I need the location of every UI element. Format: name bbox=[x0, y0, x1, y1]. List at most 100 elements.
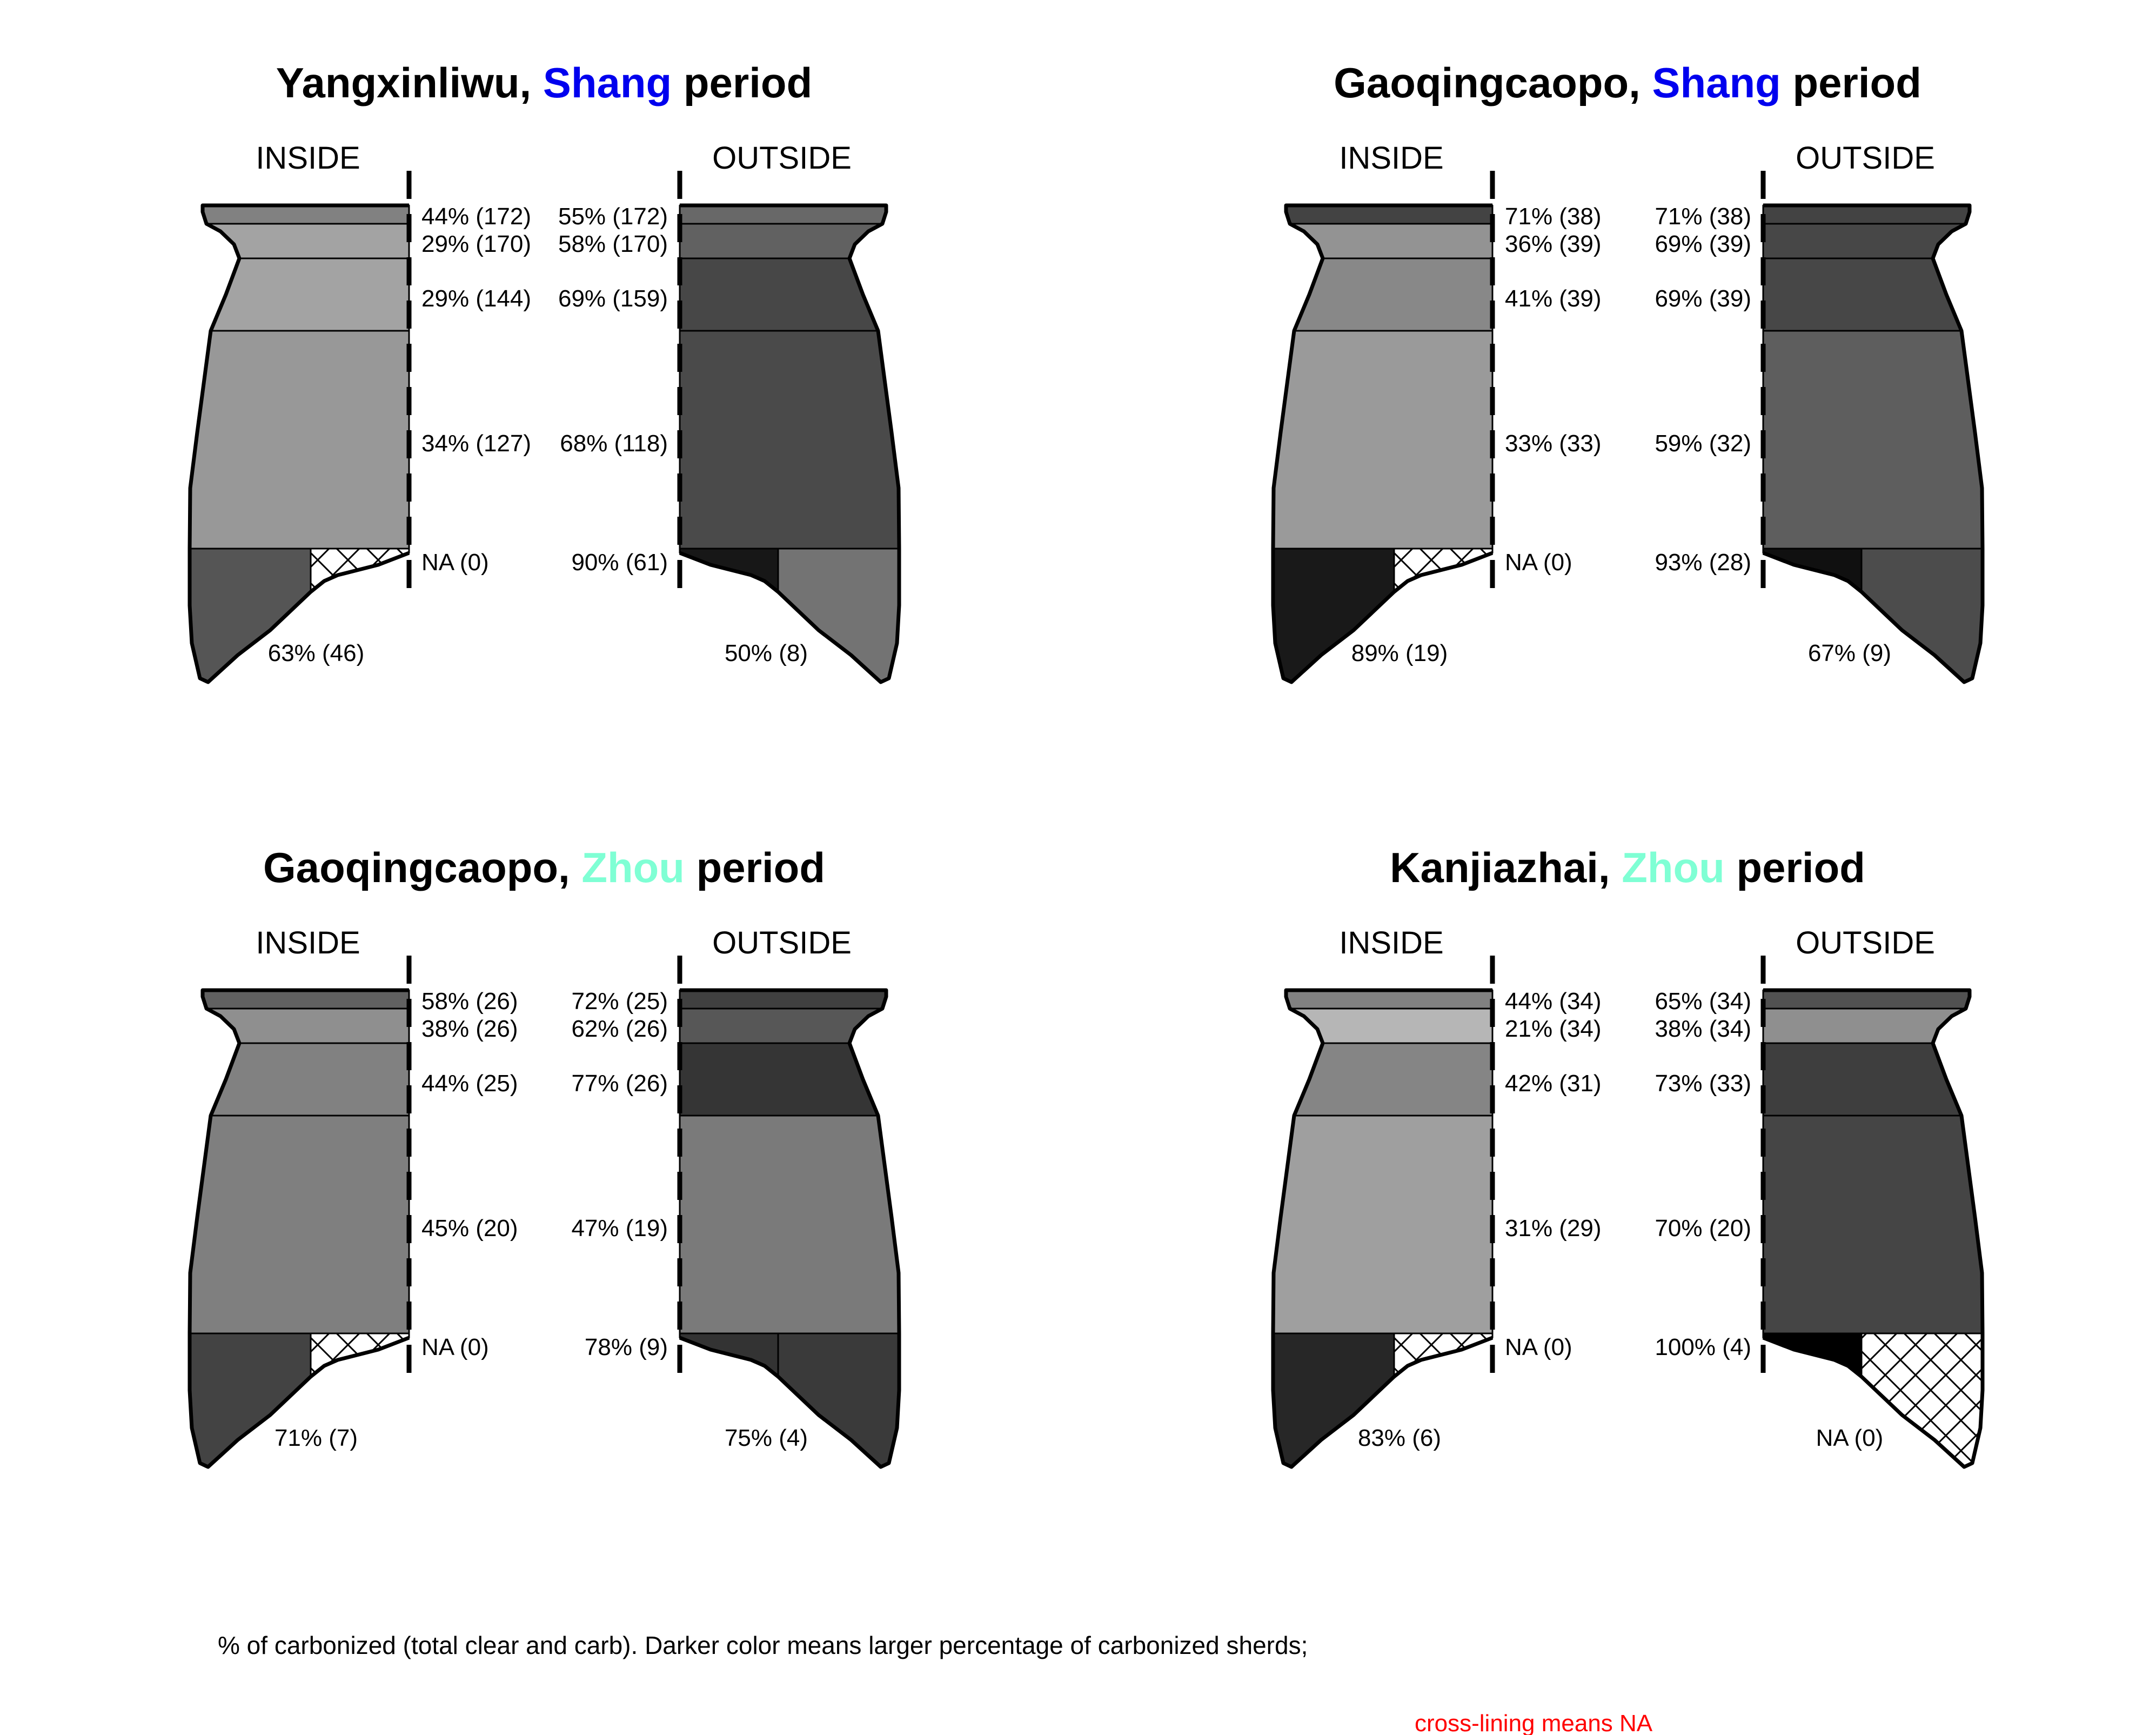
outside-label-rim-lip: 58% (170) bbox=[558, 231, 668, 257]
inside-segment-neck bbox=[1293, 1042, 1494, 1117]
panel-title-site: Gaoqingcaopo, bbox=[1334, 59, 1652, 106]
outside-segment-rim-top bbox=[679, 204, 887, 225]
panel-title: Yangxinliwu, Shang period bbox=[276, 59, 812, 106]
outside-header: OUTSIDE bbox=[712, 925, 852, 960]
outside-vessel-outline bbox=[679, 988, 901, 1469]
inside-label-body: 31% (29) bbox=[1505, 1215, 1602, 1242]
inside-label-base-inner: NA (0) bbox=[1505, 1334, 1572, 1360]
inside-half-vessel: 71% (38)36% (39) 41% (39) 33% (33) NA (0) 89… bbox=[1271, 203, 1602, 684]
inside-label-neck: 29% (144) bbox=[421, 285, 531, 312]
outside-label-rim-top: 72% (25) bbox=[571, 988, 668, 1015]
outside-label-base-foot: 75% (4) bbox=[725, 1425, 808, 1451]
panel-title-site: Gaoqingcaopo, bbox=[263, 844, 581, 891]
panel-title-site: Kanjiazhai, bbox=[1390, 844, 1622, 891]
outside-vessel-outline bbox=[1762, 203, 1985, 684]
outside-half-vessel: 71% (38)69% (39)69% (39)59% (32)93% (28)… bbox=[1655, 203, 1985, 684]
inside-label-base-foot: 83% (6) bbox=[1358, 1425, 1441, 1451]
outside-segment-neck bbox=[679, 257, 879, 332]
panel-title-period: Zhou bbox=[1622, 844, 1725, 891]
outside-segment-rim-top bbox=[1762, 989, 1971, 1010]
panel-title-suffix: period bbox=[685, 844, 825, 891]
panel-2: Gaoqingcaopo, Shang period INSIDE OUTSIDE 7… bbox=[1271, 59, 1985, 684]
inside-label-rim-top: 58% (26) bbox=[421, 988, 518, 1015]
inside-segment-body bbox=[189, 1115, 410, 1334]
outside-label-body: 59% (32) bbox=[1655, 430, 1751, 457]
inside-label-rim-top: 44% (34) bbox=[1505, 988, 1602, 1015]
inside-label-base-inner: NA (0) bbox=[421, 1334, 489, 1360]
outside-segment-rim-top bbox=[679, 989, 887, 1010]
outside-half-vessel: 65% (34)38% (34) 73% (33) 70% (20) 100% (4)… bbox=[1655, 988, 1985, 1469]
panel-title: Gaoqingcaopo, Shang period bbox=[1334, 59, 1921, 106]
inside-segment-neck bbox=[1293, 257, 1494, 332]
inside-label-body: 33% (33) bbox=[1505, 430, 1602, 457]
outside-segment-body bbox=[679, 330, 900, 550]
panel-title-period: Shang bbox=[543, 59, 672, 106]
outside-half-vessel: 55% (172)58% (170) 69% (159) 68% (118) 90% … bbox=[558, 203, 901, 684]
inside-label-base-foot: 63% (46) bbox=[268, 640, 365, 666]
inside-vessel-outline bbox=[188, 203, 410, 684]
outside-segment-neck bbox=[1762, 257, 1963, 332]
inside-half-vessel: 44% (172)29% (170) 29% (144) 34% (127) NA (… bbox=[188, 203, 531, 684]
outside-label-body: 68% (118) bbox=[560, 430, 668, 457]
inside-segment-rim-top bbox=[1285, 989, 1494, 1010]
inside-segment-rim-top bbox=[1285, 204, 1494, 225]
outside-label-neck: 73% (33) bbox=[1655, 1070, 1751, 1097]
inside-segment-rim-top bbox=[202, 204, 410, 225]
inside-label-rim-lip: 21% (34) bbox=[1505, 1016, 1602, 1042]
inside-label-rim-lip: 38% (26) bbox=[421, 1016, 518, 1042]
outside-label-rim-lip: 38% (34) bbox=[1655, 1016, 1751, 1042]
na-legend-note: cross-lining means NA bbox=[1415, 1710, 1653, 1735]
inside-label-rim-top: 71% (38) bbox=[1505, 203, 1602, 230]
outside-label-rim-top: 55% (172) bbox=[558, 203, 668, 230]
outside-segment-rim-top bbox=[1762, 204, 1971, 225]
outside-segment-neck bbox=[679, 1042, 879, 1117]
panel-title: Gaoqingcaopo, Zhou period bbox=[263, 844, 825, 891]
inside-label-body: 34% (127) bbox=[421, 430, 531, 457]
inside-label-base-foot: 89% (19) bbox=[1351, 640, 1448, 666]
inside-header: INSIDE bbox=[1339, 925, 1443, 960]
inside-label-neck: 42% (31) bbox=[1505, 1070, 1602, 1097]
outside-label-base-foot: 50% (8) bbox=[725, 640, 808, 666]
inside-vessel-outline bbox=[1271, 988, 1494, 1469]
inside-segment-body bbox=[1272, 330, 1494, 550]
inside-segment-body bbox=[1272, 1115, 1494, 1334]
outside-header: OUTSIDE bbox=[1796, 141, 1935, 176]
inside-header: INSIDE bbox=[256, 141, 360, 176]
outside-label-base-foot: 67% (9) bbox=[1808, 640, 1891, 666]
outside-label-rim-top: 65% (34) bbox=[1655, 988, 1751, 1015]
inside-vessel-outline bbox=[188, 988, 410, 1469]
outside-label-base-inner: 90% (61) bbox=[571, 549, 668, 576]
outside-label-rim-top: 71% (38) bbox=[1655, 203, 1751, 230]
outside-label-neck: 77% (26) bbox=[571, 1070, 668, 1097]
inside-header: INSIDE bbox=[1339, 141, 1443, 176]
outside-label-base-inner: 93% (28) bbox=[1655, 549, 1751, 576]
outside-label-body: 47% (19) bbox=[571, 1215, 668, 1242]
outside-label-neck: 69% (159) bbox=[558, 285, 668, 312]
outside-segment-body bbox=[1762, 330, 1984, 550]
panel-title-site: Yangxinliwu, bbox=[276, 59, 543, 106]
outside-half-vessel: 72% (25)62% (26) 77% (26) 47% (19) 78% (9) 7… bbox=[571, 988, 901, 1469]
inside-label-rim-lip: 29% (170) bbox=[421, 231, 531, 257]
outside-label-rim-lip: 69% (39) bbox=[1655, 231, 1751, 257]
outside-label-base-foot: NA (0) bbox=[1816, 1425, 1884, 1451]
panel-4: Kanjiazhai, Zhou period INSIDE OUTSIDE 44% … bbox=[1271, 844, 1985, 1469]
inside-half-vessel: 44% (34)21% (34) 42% (31) 31% (29) NA (0) 83… bbox=[1271, 988, 1602, 1469]
outside-vessel-outline bbox=[1762, 988, 1985, 1469]
outside-header: OUTSIDE bbox=[1796, 925, 1935, 960]
outside-label-neck: 69% (39) bbox=[1655, 285, 1751, 312]
inside-header: INSIDE bbox=[256, 925, 360, 960]
inside-label-neck: 41% (39) bbox=[1505, 285, 1602, 312]
inside-label-rim-top: 44% (172) bbox=[421, 203, 531, 230]
panel-title-period: Shang bbox=[1652, 59, 1780, 106]
inside-segment-neck bbox=[210, 257, 410, 332]
panel-1: Yangxinliwu, Shang period INSIDE OUTSIDE 44… bbox=[188, 59, 901, 684]
inside-vessel-outline bbox=[1271, 203, 1494, 684]
panel-title-period: Zhou bbox=[581, 844, 685, 891]
inside-segment-body bbox=[189, 330, 410, 550]
panel-3: Gaoqingcaopo, Zhou period INSIDE OUTSIDE 58… bbox=[188, 844, 901, 1469]
outside-label-rim-lip: 62% (26) bbox=[571, 1016, 668, 1042]
inside-label-rim-lip: 36% (39) bbox=[1505, 231, 1602, 257]
inside-label-base-inner: NA (0) bbox=[421, 549, 489, 576]
outside-segment-body bbox=[679, 1115, 900, 1334]
